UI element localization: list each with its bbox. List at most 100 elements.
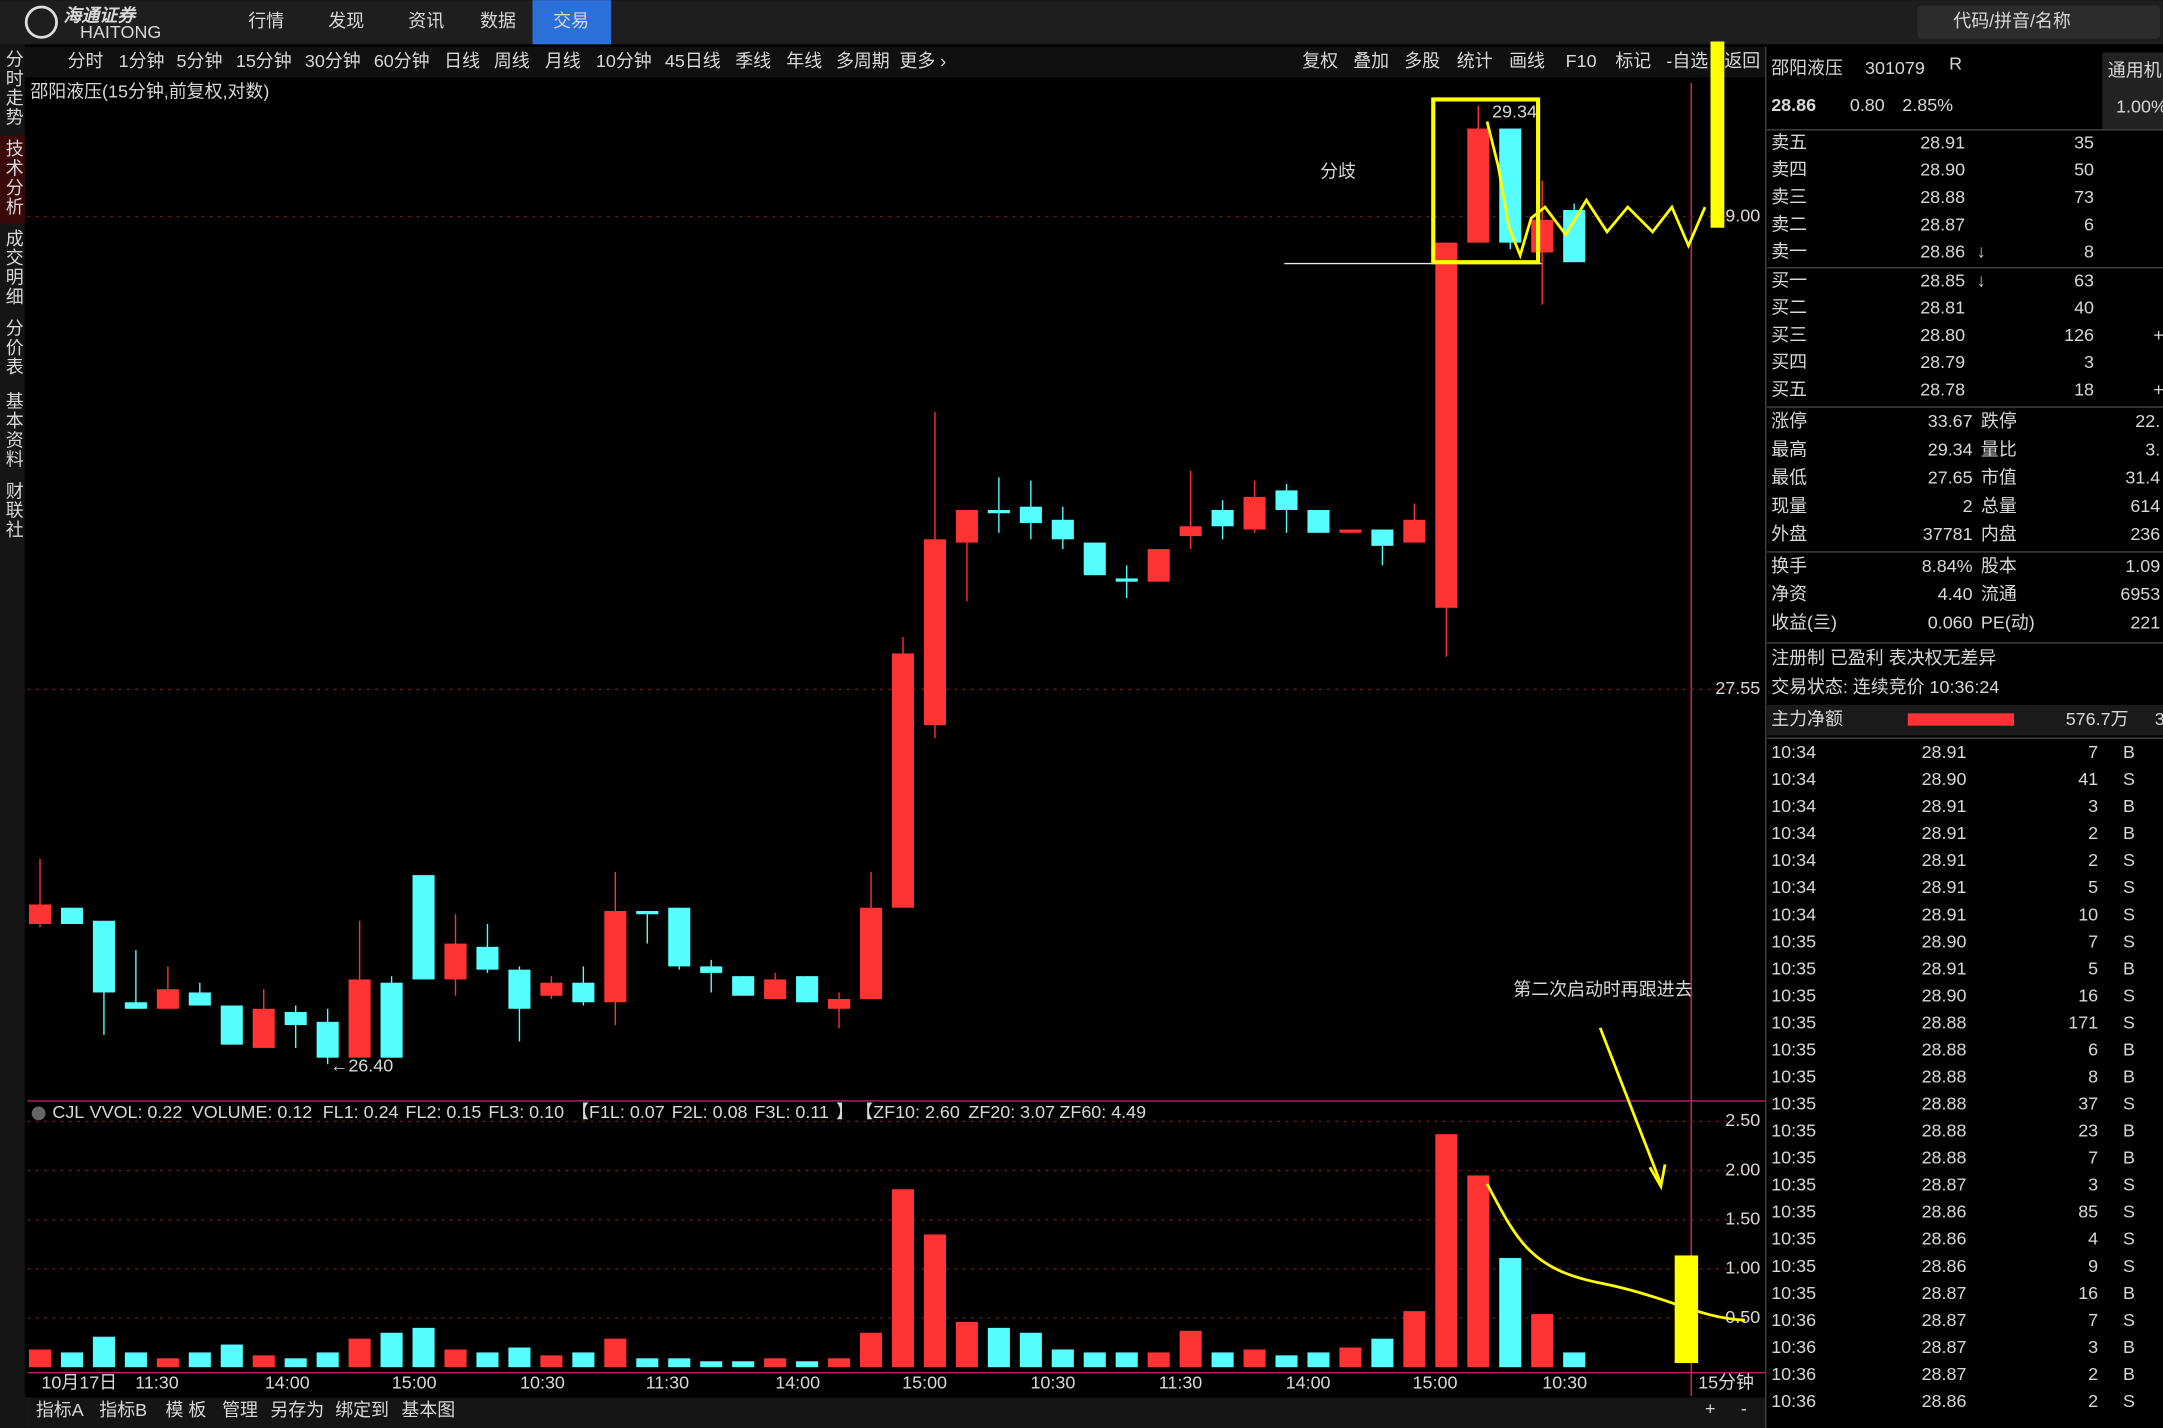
candle-body [859, 907, 883, 999]
period-tab[interactable]: 60分钟 [374, 51, 430, 71]
zoom-button[interactable]: + [1705, 1399, 1715, 1419]
footer-button[interactable]: 指标A [36, 1400, 84, 1420]
period-tab[interactable]: 15分钟 [236, 51, 292, 71]
period-tab[interactable]: 30分钟 [305, 51, 361, 71]
trade-side: S [2123, 1202, 2135, 1222]
period-tab[interactable]: 1分钟 [119, 51, 165, 71]
book-price: 28.91 [1920, 132, 1965, 152]
menu-item[interactable]: 交易 [553, 11, 589, 31]
tool-button[interactable]: 标记 [1615, 51, 1651, 71]
info-label: 流通 [1981, 584, 2017, 604]
period-tab[interactable]: 5分钟 [177, 51, 223, 71]
stat-label: 现量 [1771, 496, 1807, 516]
side-tab[interactable]: 基本资料 [4, 392, 24, 469]
trade-time: 10:35 [1771, 1094, 1816, 1114]
side-tab[interactable]: 成交明细 [4, 229, 24, 306]
candle-body [700, 966, 723, 973]
y-tick-label: 29.00 [1715, 205, 1760, 225]
tool-button[interactable]: 画线 [1509, 51, 1545, 71]
menu-item[interactable]: 发现 [328, 11, 364, 31]
active-menu-bg [532, 0, 612, 45]
side-tab[interactable]: 技术分析 [4, 139, 24, 216]
chart-title: 邵阳液压(15分钟,前复权,对数) [30, 81, 269, 101]
stat-value: 3. [2145, 439, 2160, 459]
trade-time: 10:34 [1771, 769, 1816, 789]
volume-bar [796, 1361, 819, 1368]
search-box[interactable] [1917, 5, 2161, 39]
tool-button[interactable]: 多股 [1404, 51, 1440, 71]
trade-price: 28.88 [1922, 1094, 1967, 1114]
annotation-curve [1485, 1183, 1746, 1322]
book-label: 买四 [1771, 352, 1807, 372]
period-tab[interactable]: 分时 [68, 51, 104, 71]
tool-button[interactable]: 统计 [1457, 51, 1493, 71]
side-tab[interactable]: 分时走势 [4, 50, 24, 127]
footer-button[interactable]: 基本图 [401, 1400, 455, 1420]
trade-time: 10:34 [1771, 796, 1816, 816]
last-price: 28.86 [1771, 95, 1816, 115]
stat-value: 2 [1963, 496, 1973, 516]
menu-item[interactable]: 数据 [480, 11, 516, 31]
volume-bar [284, 1358, 307, 1368]
tool-button[interactable]: 返回 [1724, 51, 1760, 71]
book-volume: 50 [2074, 160, 2094, 180]
indicator-text: CJL [52, 1102, 84, 1122]
trade-price: 28.91 [1922, 742, 1967, 762]
period-tab[interactable]: 10分钟 [596, 51, 652, 71]
book-price: 28.78 [1920, 380, 1965, 400]
period-tab[interactable]: 45日线 [665, 51, 721, 71]
volume-bar [92, 1336, 115, 1368]
period-tab[interactable]: 多周期 [836, 51, 890, 71]
tool-button[interactable]: -自选 [1666, 51, 1708, 71]
candle-body [636, 910, 659, 915]
volume-bar [1211, 1352, 1234, 1368]
trade-price: 28.86 [1922, 1229, 1967, 1249]
volume-bar [316, 1352, 339, 1368]
period-tab[interactable]: 周线 [494, 51, 530, 71]
footer-button[interactable]: 另存为 [270, 1400, 324, 1420]
indicator-toggle[interactable] [31, 1106, 46, 1121]
side-tab[interactable]: 分价表 [4, 319, 24, 377]
period-tab[interactable]: 日线 [444, 51, 480, 71]
volume-bar [1467, 1175, 1490, 1368]
flow-value: 576.7万 [2066, 709, 2129, 729]
tool-button[interactable]: 复权 [1302, 51, 1338, 71]
zoom-button[interactable]: - [1741, 1399, 1747, 1419]
book-price: 28.86 [1920, 242, 1965, 262]
stat-value: 37781 [1923, 524, 1973, 544]
trade-price: 28.88 [1922, 1066, 1967, 1086]
footer-button[interactable]: 指标B [99, 1400, 147, 1420]
sector-name[interactable]: 通用机 [2108, 61, 2162, 81]
trade-time: 10:35 [1771, 1066, 1816, 1086]
volume-bar [1403, 1311, 1426, 1368]
menu-item[interactable]: 行情 [248, 11, 284, 31]
tool-button[interactable]: 叠加 [1353, 51, 1389, 71]
footer-button[interactable]: 绑定到 [335, 1400, 389, 1420]
book-label: 买三 [1771, 325, 1807, 345]
info-label: 净资 [1771, 584, 1807, 604]
period-tab[interactable]: 月线 [545, 51, 581, 71]
candle-body [92, 920, 115, 993]
period-tab[interactable]: 年线 [786, 51, 822, 71]
trade-price: 28.91 [1922, 850, 1967, 870]
footer-button[interactable]: 管理 [222, 1400, 258, 1420]
book-volume: 3 [2084, 352, 2094, 372]
candle-body [1499, 128, 1522, 243]
volume-bar [1307, 1352, 1330, 1368]
trade-time: 10:35 [1771, 958, 1816, 978]
footer-button[interactable]: 模 板 [166, 1400, 207, 1420]
book-label: 卖一 [1771, 242, 1807, 262]
menu-item[interactable]: 资讯 [408, 11, 444, 31]
volume-bar [380, 1332, 403, 1368]
trade-side: S [2123, 850, 2135, 870]
time-label: 10:30 [520, 1372, 565, 1392]
side-tab[interactable]: 财联社 [4, 481, 24, 539]
period-tab[interactable]: 更多 › [899, 51, 946, 71]
volume-bar [1499, 1258, 1522, 1368]
period-tab[interactable]: 季线 [735, 51, 771, 71]
candle-body [1403, 519, 1426, 543]
search-placeholder[interactable]: 代码/拼音/名称 [1953, 11, 2071, 31]
candle-body [1435, 242, 1458, 608]
volume-bar [732, 1361, 755, 1368]
tool-button[interactable]: F10 [1566, 51, 1597, 71]
